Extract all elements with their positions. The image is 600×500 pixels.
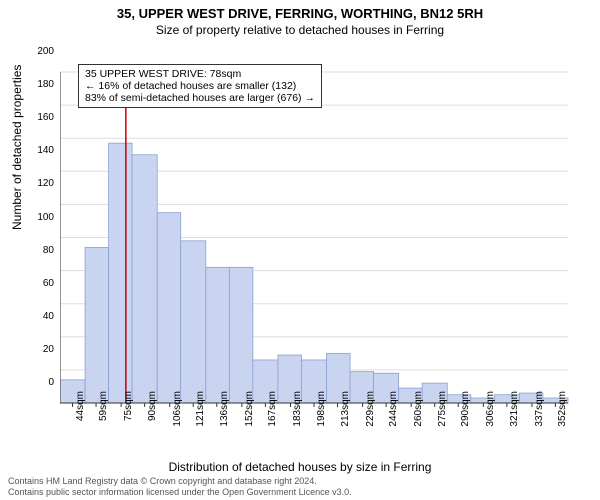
xtick-label: 198sqm (316, 391, 327, 431)
ytick-label: 20 (30, 344, 54, 355)
xtick-label: 229sqm (365, 391, 376, 431)
ytick-label: 160 (30, 112, 54, 123)
xtick-label: 183sqm (292, 391, 303, 431)
ytick-label: 120 (30, 178, 54, 189)
annotation-line-1: 35 UPPER WEST DRIVE: 78sqm (85, 68, 315, 80)
ytick-label: 140 (30, 145, 54, 156)
title-block: 35, UPPER WEST DRIVE, FERRING, WORTHING,… (0, 0, 600, 37)
chart-area: 020406080100120140160180200 44sqm59sqm75… (60, 44, 570, 424)
xtick-label: 59sqm (98, 391, 109, 431)
ytick-label: 100 (30, 212, 54, 223)
annotation-box: 35 UPPER WEST DRIVE: 78sqm ← 16% of deta… (78, 64, 322, 108)
xtick-label: 337sqm (534, 391, 545, 431)
ytick-label: 80 (30, 245, 54, 256)
xtick-label: 244sqm (388, 391, 399, 431)
xtick-label: 44sqm (75, 391, 86, 431)
xtick-label: 321sqm (509, 391, 520, 431)
annotation-line-3: 83% of semi-detached houses are larger (… (85, 92, 315, 104)
ytick-label: 40 (30, 311, 54, 322)
ytick-label: 0 (30, 377, 54, 388)
footer-line-1: Contains HM Land Registry data © Crown c… (8, 476, 352, 486)
y-axis-label: Number of detached properties (10, 65, 24, 230)
xtick-label: 260sqm (413, 391, 424, 431)
xtick-label: 106sqm (172, 391, 183, 431)
xtick-label: 352sqm (557, 391, 568, 431)
xtick-label: 213sqm (340, 391, 351, 431)
xtick-label: 121sqm (195, 391, 206, 431)
annotation-line-2: ← 16% of detached houses are smaller (13… (85, 80, 315, 92)
ytick-label: 200 (30, 46, 54, 57)
chart-title: 35, UPPER WEST DRIVE, FERRING, WORTHING,… (0, 6, 600, 21)
xtick-label: 167sqm (267, 391, 278, 431)
xtick-label: 90sqm (147, 391, 158, 431)
x-axis-label: Distribution of detached houses by size … (0, 460, 600, 474)
xtick-label: 136sqm (219, 391, 230, 431)
ytick-label: 60 (30, 278, 54, 289)
xtick-label: 306sqm (485, 391, 496, 431)
xtick-label: 290sqm (460, 391, 471, 431)
footer-line-2: Contains public sector information licen… (8, 487, 352, 497)
chart-subtitle: Size of property relative to detached ho… (0, 23, 600, 37)
xtick-label: 275sqm (437, 391, 448, 431)
footer: Contains HM Land Registry data © Crown c… (8, 476, 352, 497)
xtick-label: 152sqm (244, 391, 255, 431)
xtick-label: 75sqm (123, 391, 134, 431)
ytick-label: 180 (30, 79, 54, 90)
